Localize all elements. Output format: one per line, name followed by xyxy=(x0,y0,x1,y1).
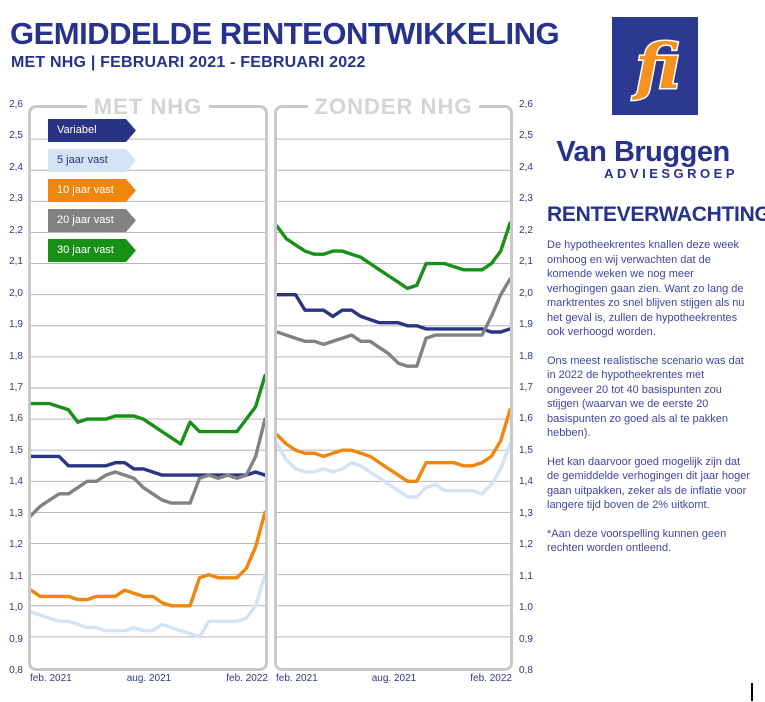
legend-item-10-jaar-vast: 10 jaar vast xyxy=(48,179,136,202)
x-axis-zonder-nhg: feb. 2021 aug. 2021 feb. 2022 xyxy=(276,673,512,687)
company-name: Van Bruggen xyxy=(556,136,730,168)
svg-text:fi: fi xyxy=(631,30,680,103)
y-axis-tick: 2,1 xyxy=(9,256,23,268)
page-subtitle: MET NHG | FEBRUARI 2021 - FEBRUARI 2022 xyxy=(11,54,366,71)
y-axis-tick: 1,3 xyxy=(9,507,23,519)
series-line-20-jaar-vast xyxy=(31,417,265,518)
company-suffix: ADVIESGROEP xyxy=(604,166,738,181)
zonder-nhg-line-chart xyxy=(277,138,510,638)
y-axis-tick: 0,9 xyxy=(9,633,23,645)
y-axis-tick: 1,7 xyxy=(9,382,23,393)
chart-panel-zonder-nhg: ZONDER NHG xyxy=(274,94,513,671)
series-line-5-jaar-vast xyxy=(277,442,510,499)
y-axis-tick: 1,6 xyxy=(9,413,23,425)
forecast-heading: RENTEVERWACHTING xyxy=(547,203,765,226)
y-axis-tick: 1,4 xyxy=(9,476,23,488)
y-axis-tick: 1,2 xyxy=(9,539,23,551)
forecast-footnote: *Aan deze voorspelling kunnen geen recht… xyxy=(547,527,727,555)
y-axis-tick: 2,0 xyxy=(9,287,23,299)
x-axis-tick: feb. 2021 xyxy=(276,673,318,684)
y-axis-tick: 2,5 xyxy=(519,130,533,142)
forecast-paragraph: De hypotheekrentes knallen deze week omh… xyxy=(547,239,745,338)
series-line-variabel xyxy=(31,454,265,477)
y-axis-tick: 2,6 xyxy=(519,99,533,110)
series-line-30-jaar-vast xyxy=(31,373,265,446)
y-axis-tick: 1,8 xyxy=(519,350,533,362)
x-axis-tick: feb. 2022 xyxy=(226,673,268,684)
y-axis-tick: 1,9 xyxy=(519,319,533,331)
text-cursor-artifact xyxy=(751,683,753,701)
chart-legend: Variabel 5 jaar vast 10 jaar vast 20 jaa… xyxy=(48,119,148,269)
y-axis-tick: 2,6 xyxy=(9,99,23,110)
x-axis-tick: aug. 2021 xyxy=(371,673,417,684)
y-axis-tick: 1,2 xyxy=(519,539,533,551)
y-axis-tick: 0,9 xyxy=(519,633,533,645)
y-axis-tick: 1,8 xyxy=(9,350,23,362)
y-axis-tick: 2,3 xyxy=(9,193,23,205)
y-axis-tick: 2,1 xyxy=(519,256,533,268)
x-axis-tick: feb. 2022 xyxy=(470,673,512,684)
legend-item-variabel: Variabel xyxy=(48,119,136,142)
series-line-10-jaar-vast xyxy=(31,510,265,608)
series-line-20-jaar-vast xyxy=(277,277,510,368)
legend-item-5-jaar-vast: 5 jaar vast xyxy=(48,149,136,172)
panel-title-met-nhg: MET NHG xyxy=(86,94,210,120)
y-axis-tick: 2,4 xyxy=(519,161,533,173)
y-axis-tick: 1,6 xyxy=(519,413,533,425)
series-line-5-jaar-vast xyxy=(31,573,265,639)
y-axis-tick: 1,1 xyxy=(519,570,533,582)
y-axis-tick: 1,0 xyxy=(519,602,533,614)
y-axis-tick: 2,3 xyxy=(519,193,533,205)
y-axis-tick: 0,8 xyxy=(9,665,23,676)
x-axis-tick: feb. 2021 xyxy=(30,673,72,684)
y-axis-tick: 2,2 xyxy=(9,224,23,236)
y-axis-tick: 0,8 xyxy=(519,665,533,676)
y-axis-tick: 1,1 xyxy=(9,570,23,582)
y-axis-tick: 1,3 xyxy=(519,507,533,519)
legend-item-20-jaar-vast: 20 jaar vast xyxy=(48,209,136,232)
panel-title-zonder-nhg: ZONDER NHG xyxy=(307,94,480,120)
y-axis-tick: 1,5 xyxy=(9,444,23,456)
legend-item-30-jaar-vast: 30 jaar vast xyxy=(48,239,136,262)
van-bruggen-logo-icon: fi xyxy=(612,17,698,115)
y-axis-tick: 1,7 xyxy=(519,382,533,393)
page-title: GEMIDDELDE RENTEONTWIKKELING xyxy=(10,16,560,51)
forecast-paragraph: Ons meest realistische scenario was dat … xyxy=(547,354,744,440)
y-axis-tick: 2,4 xyxy=(9,161,23,173)
y-axis-tick: 1,5 xyxy=(519,444,533,456)
y-axis-tick: 1,9 xyxy=(9,319,23,331)
forecast-body: De hypotheekrentes knallen deze week omh… xyxy=(547,238,753,570)
y-axis-tick: 2,0 xyxy=(519,287,533,299)
series-line-30-jaar-vast xyxy=(277,221,510,291)
chart-panel-met-nhg: MET NHG Variabel 5 jaar vast 10 jaar vas… xyxy=(28,94,268,671)
series-line-variabel xyxy=(277,292,510,334)
y-axis-tick: 2,2 xyxy=(519,224,533,236)
x-axis-met-nhg: feb. 2021 aug. 2021 feb. 2022 xyxy=(30,673,268,687)
met-nhg-line-chart xyxy=(31,138,265,639)
y-axis-tick: 1,0 xyxy=(9,602,23,614)
y-axis-tick: 1,4 xyxy=(519,476,533,488)
x-axis-tick: aug. 2021 xyxy=(126,673,172,684)
forecast-paragraph: Het kan daarvoor goed mogelijk zijn dat … xyxy=(547,455,751,512)
y-axis-tick: 2,5 xyxy=(9,130,23,142)
series-line-10-jaar-vast xyxy=(277,408,510,483)
